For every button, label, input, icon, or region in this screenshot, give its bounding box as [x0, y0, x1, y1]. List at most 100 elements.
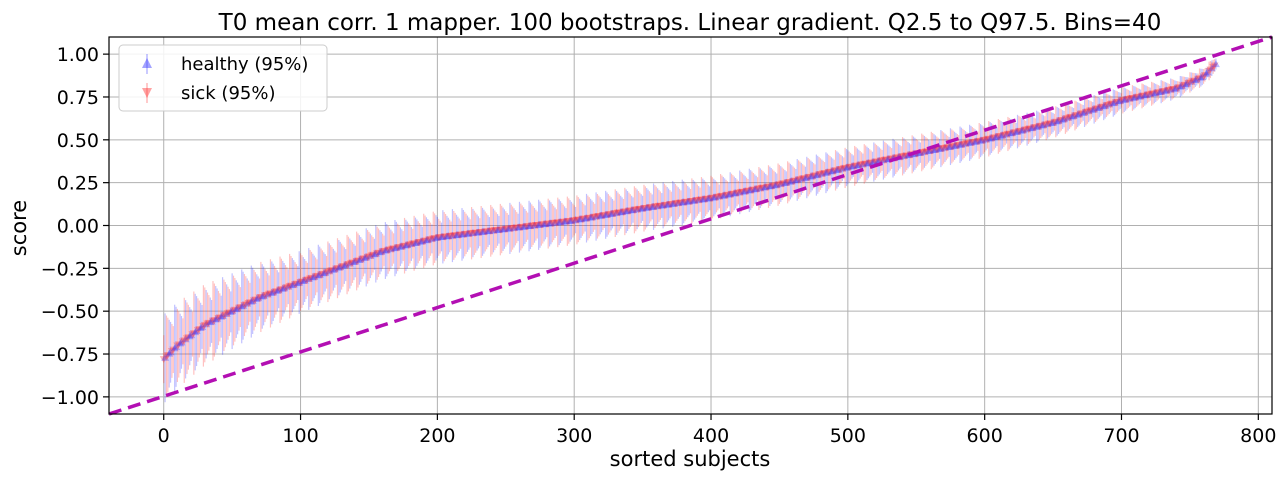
sick-marker: [1021, 126, 1030, 134]
healthy-marker: [546, 219, 555, 227]
sick-marker: [835, 166, 844, 174]
healthy-marker: [514, 223, 523, 231]
sick-marker: [229, 307, 238, 315]
sick-marker: [655, 202, 664, 210]
sick-marker: [1190, 77, 1199, 85]
healthy-marker: [771, 181, 780, 189]
sick-marker: [958, 141, 967, 149]
healthy-marker: [1172, 84, 1181, 92]
healthy-marker: [458, 230, 467, 238]
healthy-marker: [843, 163, 852, 171]
sick-marker: [687, 197, 696, 205]
healthy-marker: [1002, 130, 1011, 138]
healthy-marker: [1095, 103, 1104, 111]
sick-marker: [244, 299, 253, 307]
sick-marker: [323, 268, 332, 276]
sick-marker: [1210, 62, 1219, 70]
healthy-marker: [1187, 77, 1196, 85]
sick-marker: [882, 156, 891, 164]
healthy-marker: [504, 224, 513, 232]
sick-marker: [1144, 91, 1153, 99]
sick-marker: [385, 246, 394, 254]
sick-marker: [579, 215, 588, 223]
sick-marker: [716, 193, 725, 201]
sick-marker: [364, 253, 373, 261]
healthy-marker: [278, 284, 287, 292]
healthy-marker: [1047, 119, 1056, 127]
sick-marker: [1062, 115, 1071, 123]
sick-marker: [549, 219, 558, 227]
sick-marker: [852, 162, 861, 170]
healthy-marker: [1120, 95, 1129, 103]
sick-marker: [652, 203, 661, 211]
healthy-marker: [767, 182, 776, 190]
sick-marker: [1143, 91, 1152, 99]
healthy-marker: [541, 219, 550, 227]
healthy-marker: [520, 222, 529, 230]
sick-marker: [204, 319, 213, 327]
sick-marker: [1057, 117, 1066, 125]
sick-marker: [1165, 86, 1174, 94]
sick-marker: [507, 225, 516, 233]
sick-marker: [512, 224, 521, 232]
healthy-marker: [817, 169, 826, 177]
sick-marker: [994, 133, 1003, 141]
sick-marker: [1031, 124, 1040, 132]
healthy-marker: [293, 279, 302, 287]
sick-marker: [488, 227, 497, 235]
healthy-marker: [356, 255, 365, 263]
healthy-marker: [534, 220, 543, 228]
sick-marker: [451, 232, 460, 240]
healthy-marker: [1094, 103, 1103, 111]
sick-marker: [1102, 102, 1111, 110]
healthy-marker: [1053, 117, 1062, 125]
healthy-marker: [375, 248, 384, 256]
sick-marker: [348, 259, 357, 267]
sick-marker: [262, 291, 271, 299]
sick-marker: [245, 299, 254, 307]
sick-marker: [975, 137, 984, 145]
sick-marker: [980, 136, 989, 144]
healthy-marker: [977, 136, 986, 144]
healthy-marker: [1135, 92, 1144, 100]
sick-marker: [919, 149, 928, 157]
healthy-marker: [972, 137, 981, 145]
x-tick-label: 300: [556, 425, 592, 447]
sick-marker: [1199, 73, 1208, 81]
healthy-marker: [582, 214, 591, 222]
sick-marker: [291, 281, 300, 289]
sick-marker: [820, 170, 829, 178]
sick-marker: [1124, 95, 1133, 103]
sick-marker: [255, 294, 264, 302]
healthy-marker: [397, 242, 406, 250]
sick-marker: [634, 206, 643, 214]
sick-marker: [861, 160, 870, 168]
healthy-marker: [177, 338, 186, 346]
healthy-marker: [308, 273, 317, 281]
sick-marker: [406, 241, 415, 249]
healthy-marker: [423, 235, 432, 243]
healthy-marker: [1181, 80, 1190, 88]
sick-marker: [1174, 84, 1183, 92]
y-tick-label: −1.00: [41, 387, 99, 409]
y-tick-label: 0.25: [57, 173, 99, 195]
sick-marker: [697, 196, 706, 204]
legend-item-sick: sick (95%): [142, 83, 275, 104]
sick-marker: [286, 282, 295, 290]
healthy-marker: [808, 172, 817, 180]
sick-marker: [410, 240, 419, 248]
sick-marker: [553, 219, 562, 227]
healthy-marker: [823, 168, 832, 176]
healthy-marker: [341, 261, 350, 269]
sick-marker: [953, 142, 962, 150]
sick-marker: [303, 276, 312, 284]
sick-marker: [650, 203, 659, 211]
sick-marker: [1061, 115, 1070, 123]
healthy-marker: [946, 142, 955, 150]
sick-marker: [482, 228, 491, 236]
sick-marker: [347, 260, 356, 268]
sick-marker: [447, 232, 456, 240]
legend-sick-triangle-down-icon: [142, 88, 152, 98]
healthy-marker: [269, 288, 278, 296]
sick-marker: [221, 311, 230, 319]
